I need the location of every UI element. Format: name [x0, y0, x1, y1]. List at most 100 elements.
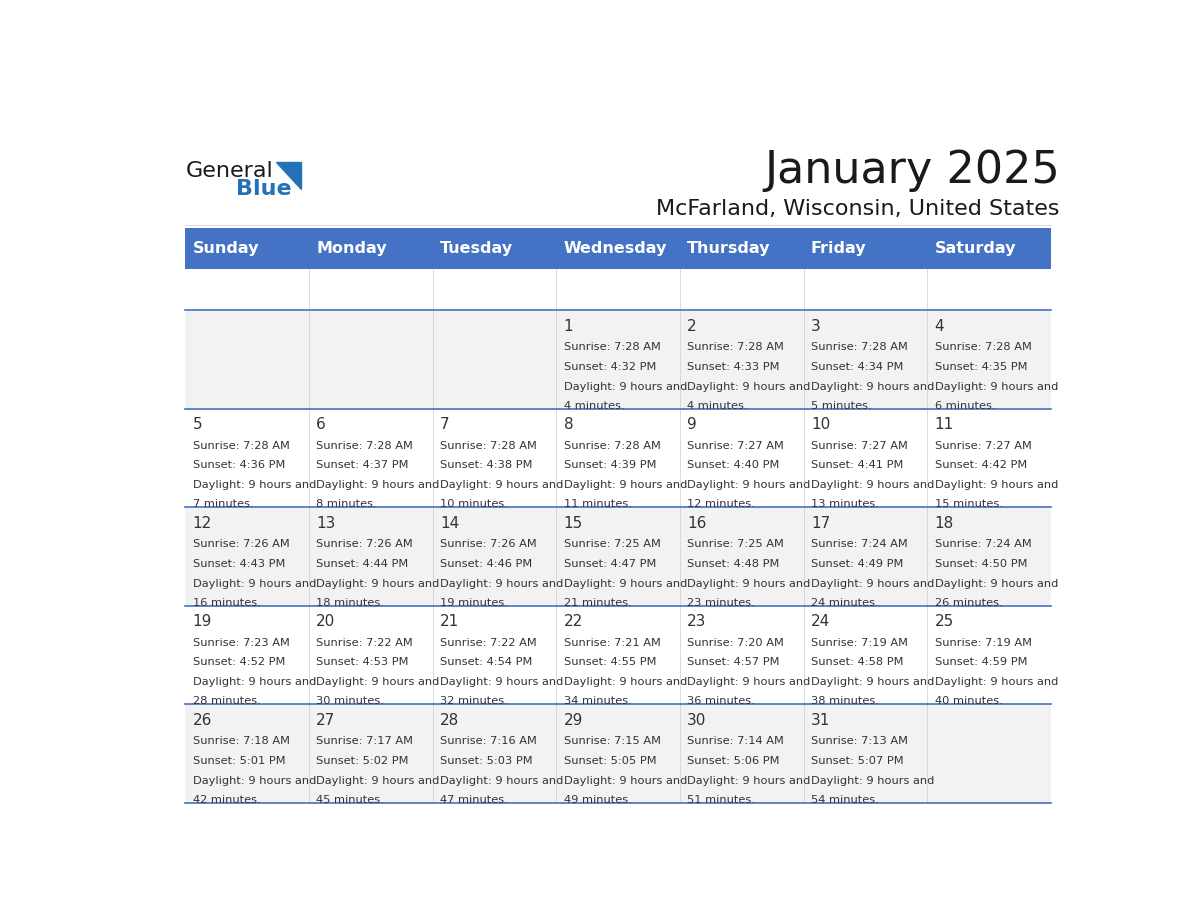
Text: Daylight: 9 hours and: Daylight: 9 hours and — [811, 776, 934, 786]
Text: 47 minutes.: 47 minutes. — [440, 795, 507, 805]
Text: Sunset: 5:03 PM: Sunset: 5:03 PM — [440, 756, 532, 766]
Text: McFarland, Wisconsin, United States: McFarland, Wisconsin, United States — [657, 198, 1060, 218]
Text: Sunrise: 7:20 AM: Sunrise: 7:20 AM — [687, 638, 784, 647]
Text: 18 minutes.: 18 minutes. — [316, 598, 384, 608]
Text: Sunset: 4:58 PM: Sunset: 4:58 PM — [811, 657, 903, 667]
Text: 32 minutes.: 32 minutes. — [440, 696, 507, 706]
Text: 3: 3 — [811, 319, 821, 333]
Text: Sunrise: 7:24 AM: Sunrise: 7:24 AM — [935, 539, 1031, 549]
Text: 27: 27 — [316, 713, 335, 728]
Text: 6: 6 — [316, 417, 326, 432]
Text: 23 minutes.: 23 minutes. — [687, 598, 756, 608]
Text: Sunrise: 7:19 AM: Sunrise: 7:19 AM — [935, 638, 1031, 647]
Text: 16 minutes.: 16 minutes. — [192, 598, 260, 608]
Text: Daylight: 9 hours and: Daylight: 9 hours and — [440, 578, 563, 588]
Text: 9: 9 — [687, 417, 697, 432]
Text: Daylight: 9 hours and: Daylight: 9 hours and — [935, 677, 1057, 688]
Text: 25: 25 — [935, 614, 954, 630]
Text: 6 minutes.: 6 minutes. — [935, 400, 996, 410]
Text: Daylight: 9 hours and: Daylight: 9 hours and — [316, 677, 440, 688]
Text: Daylight: 9 hours and: Daylight: 9 hours and — [687, 677, 810, 688]
Text: Sunset: 4:46 PM: Sunset: 4:46 PM — [440, 559, 532, 569]
Text: Daylight: 9 hours and: Daylight: 9 hours and — [316, 480, 440, 490]
Text: 40 minutes.: 40 minutes. — [935, 696, 1003, 706]
Text: Sunset: 5:07 PM: Sunset: 5:07 PM — [811, 756, 904, 766]
Text: Sunrise: 7:27 AM: Sunrise: 7:27 AM — [687, 441, 784, 451]
Text: Sunrise: 7:18 AM: Sunrise: 7:18 AM — [192, 736, 290, 746]
Text: 14: 14 — [440, 516, 460, 531]
Text: 2: 2 — [687, 319, 697, 333]
Text: 10: 10 — [811, 417, 830, 432]
Text: 10 minutes.: 10 minutes. — [440, 499, 507, 509]
Text: Blue: Blue — [236, 178, 291, 198]
Text: Daylight: 9 hours and: Daylight: 9 hours and — [192, 578, 316, 588]
Text: Sunrise: 7:16 AM: Sunrise: 7:16 AM — [440, 736, 537, 746]
Text: Sunrise: 7:27 AM: Sunrise: 7:27 AM — [935, 441, 1031, 451]
Text: 26: 26 — [192, 713, 213, 728]
FancyBboxPatch shape — [185, 508, 1051, 606]
Text: Sunrise: 7:14 AM: Sunrise: 7:14 AM — [687, 736, 784, 746]
Text: 1: 1 — [563, 319, 574, 333]
Text: 28 minutes.: 28 minutes. — [192, 696, 260, 706]
FancyBboxPatch shape — [185, 704, 1051, 803]
FancyBboxPatch shape — [185, 229, 1051, 269]
Text: 18: 18 — [935, 516, 954, 531]
Text: Sunrise: 7:19 AM: Sunrise: 7:19 AM — [811, 638, 908, 647]
Text: Daylight: 9 hours and: Daylight: 9 hours and — [440, 776, 563, 786]
Text: 45 minutes.: 45 minutes. — [316, 795, 384, 805]
Text: Sunday: Sunday — [192, 241, 259, 256]
Text: Sunset: 4:55 PM: Sunset: 4:55 PM — [563, 657, 656, 667]
Text: Sunrise: 7:26 AM: Sunrise: 7:26 AM — [440, 539, 537, 549]
Text: 5 minutes.: 5 minutes. — [811, 400, 872, 410]
Text: 8: 8 — [563, 417, 574, 432]
Text: Sunrise: 7:21 AM: Sunrise: 7:21 AM — [563, 638, 661, 647]
Text: 38 minutes.: 38 minutes. — [811, 696, 879, 706]
Text: 31: 31 — [811, 713, 830, 728]
Text: Sunset: 4:34 PM: Sunset: 4:34 PM — [811, 362, 903, 372]
Text: 19: 19 — [192, 614, 213, 630]
Text: Daylight: 9 hours and: Daylight: 9 hours and — [192, 480, 316, 490]
Text: 26 minutes.: 26 minutes. — [935, 598, 1003, 608]
Text: Sunrise: 7:27 AM: Sunrise: 7:27 AM — [811, 441, 908, 451]
Text: 12 minutes.: 12 minutes. — [687, 499, 756, 509]
Text: Sunrise: 7:24 AM: Sunrise: 7:24 AM — [811, 539, 908, 549]
Text: Sunset: 4:33 PM: Sunset: 4:33 PM — [687, 362, 779, 372]
Text: Sunrise: 7:28 AM: Sunrise: 7:28 AM — [563, 342, 661, 352]
Text: 17: 17 — [811, 516, 830, 531]
Text: 13 minutes.: 13 minutes. — [811, 499, 879, 509]
Text: 7 minutes.: 7 minutes. — [192, 499, 253, 509]
Text: Daylight: 9 hours and: Daylight: 9 hours and — [687, 382, 810, 392]
Text: Sunset: 4:47 PM: Sunset: 4:47 PM — [563, 559, 656, 569]
Text: 23: 23 — [687, 614, 707, 630]
Text: Sunset: 4:52 PM: Sunset: 4:52 PM — [192, 657, 285, 667]
Text: Sunset: 4:49 PM: Sunset: 4:49 PM — [811, 559, 903, 569]
Text: 51 minutes.: 51 minutes. — [687, 795, 756, 805]
Text: Sunset: 4:38 PM: Sunset: 4:38 PM — [440, 460, 532, 470]
Text: Daylight: 9 hours and: Daylight: 9 hours and — [687, 578, 810, 588]
Text: Sunset: 4:48 PM: Sunset: 4:48 PM — [687, 559, 779, 569]
Text: Daylight: 9 hours and: Daylight: 9 hours and — [811, 382, 934, 392]
Text: Sunrise: 7:28 AM: Sunrise: 7:28 AM — [811, 342, 908, 352]
Text: 4 minutes.: 4 minutes. — [687, 400, 747, 410]
Text: Sunset: 4:57 PM: Sunset: 4:57 PM — [687, 657, 779, 667]
Text: Sunset: 5:01 PM: Sunset: 5:01 PM — [192, 756, 285, 766]
Text: Daylight: 9 hours and: Daylight: 9 hours and — [563, 578, 687, 588]
Polygon shape — [276, 162, 302, 188]
Text: 11: 11 — [935, 417, 954, 432]
Text: Daylight: 9 hours and: Daylight: 9 hours and — [811, 578, 934, 588]
Text: 15: 15 — [563, 516, 583, 531]
Text: Friday: Friday — [811, 241, 866, 256]
Text: Sunrise: 7:26 AM: Sunrise: 7:26 AM — [316, 539, 413, 549]
Text: 4: 4 — [935, 319, 944, 333]
Text: Daylight: 9 hours and: Daylight: 9 hours and — [811, 480, 934, 490]
Text: 28: 28 — [440, 713, 460, 728]
Text: Sunrise: 7:22 AM: Sunrise: 7:22 AM — [440, 638, 537, 647]
Text: Daylight: 9 hours and: Daylight: 9 hours and — [687, 776, 810, 786]
Text: Daylight: 9 hours and: Daylight: 9 hours and — [563, 677, 687, 688]
Text: January 2025: January 2025 — [764, 149, 1060, 192]
Text: Sunset: 4:35 PM: Sunset: 4:35 PM — [935, 362, 1026, 372]
Text: Sunrise: 7:17 AM: Sunrise: 7:17 AM — [316, 736, 413, 746]
Text: Monday: Monday — [316, 241, 387, 256]
Text: 54 minutes.: 54 minutes. — [811, 795, 879, 805]
Text: 24: 24 — [811, 614, 830, 630]
